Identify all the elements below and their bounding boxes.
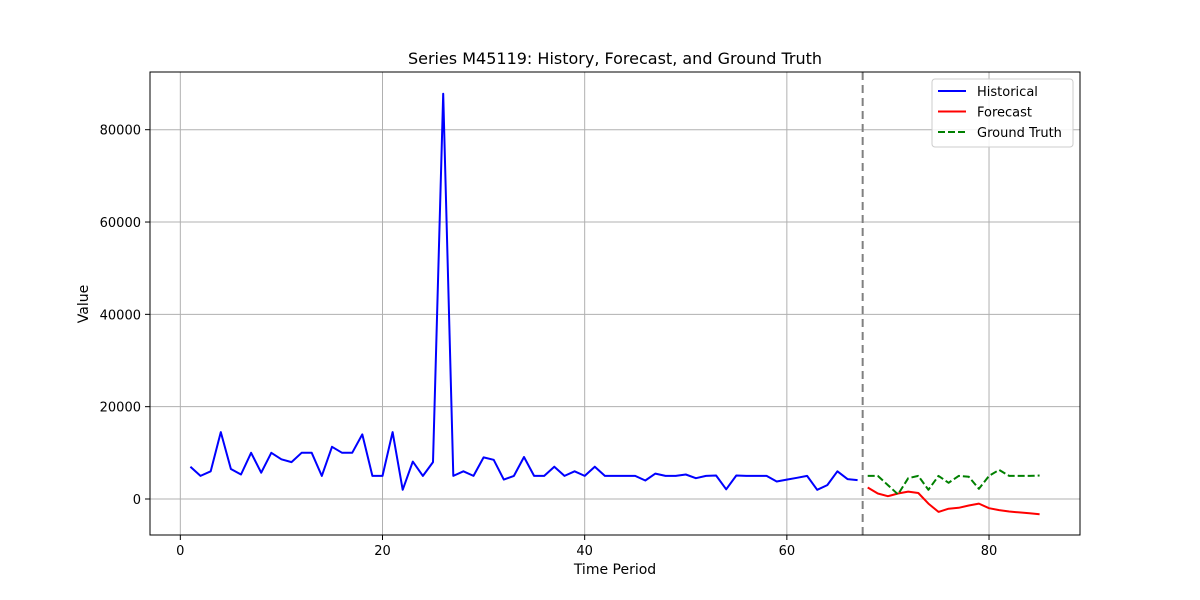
plot-area-frame <box>149 71 1081 536</box>
grid <box>150 72 1080 535</box>
x-tick-label: 0 <box>176 544 184 559</box>
y-axis-title: Value <box>76 285 92 323</box>
y-tick-label: 20000 <box>100 401 141 416</box>
y-tick-label: 40000 <box>100 308 141 323</box>
legend-label: Historical <box>977 85 1038 100</box>
series-line-historical <box>189 92 858 491</box>
x-axis-title: Time Period <box>573 562 656 578</box>
x-tick-label: 40 <box>576 544 593 559</box>
axis-ticks: 0 20 40 60 80 0 20000 40000 60000 80000 <box>100 124 998 559</box>
y-tick-label: 80000 <box>100 124 141 139</box>
x-tick-label: 80 <box>981 544 998 559</box>
x-tick-label: 20 <box>374 544 391 559</box>
legend: Historical Forecast Ground Truth <box>931 78 1074 148</box>
legend-label: Ground Truth <box>977 126 1062 141</box>
x-tick-label: 60 <box>779 544 796 559</box>
series-lines <box>189 92 1040 516</box>
y-tick-label: 60000 <box>100 216 141 231</box>
legend-box <box>931 78 1074 148</box>
legend-label: Forecast <box>977 106 1032 121</box>
y-tick-label: 0 <box>133 493 141 508</box>
chart-title: Series M45119: History, Forecast, and Gr… <box>408 49 822 68</box>
series-line-ground-truth <box>867 468 1040 496</box>
